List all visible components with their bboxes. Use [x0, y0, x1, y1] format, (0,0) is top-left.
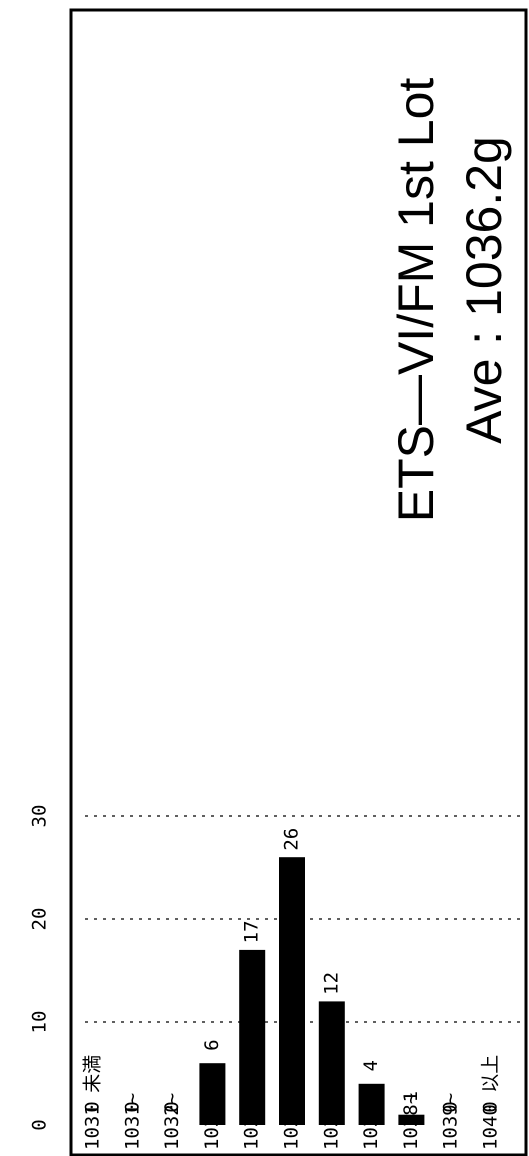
bars: [199, 857, 425, 1125]
category-label-10: 1040 以上: [480, 1055, 502, 1150]
data-label-10: 0: [480, 1101, 502, 1112]
bar-6: [318, 1001, 345, 1125]
category-label-2: 1032~: [161, 1093, 183, 1150]
tick-label-30: 30: [29, 805, 51, 828]
annotation-0: ETS—VI/FM 1st Lot: [388, 78, 444, 523]
data-label-6: 12: [320, 972, 342, 995]
bar-4: [239, 949, 266, 1125]
category-label-8: 1038~: [400, 1093, 422, 1150]
bar-7: [358, 1083, 385, 1125]
tick-label-10: 10: [29, 1011, 51, 1034]
data-label-1: 0: [121, 1101, 143, 1112]
bar-5: [279, 857, 305, 1125]
plot-frame: [69, 8, 528, 1156]
annotation-1: Ave : 1036.2g: [456, 136, 512, 444]
data-labels: 0 0 0 6 17 26 12 4 1 0 0: [82, 828, 502, 1113]
bar-3: [199, 1063, 226, 1125]
data-label-5: 26: [281, 828, 303, 851]
value-axis: 0 10 20 30: [29, 805, 51, 1131]
category-label-6: 1036~: [320, 1093, 342, 1150]
data-label-9: 0: [440, 1101, 462, 1112]
category-axis: 1031 未満 1031~ 1032~ 1033~ 1034~ 1035~ 1036~ 103…: [82, 1055, 502, 1150]
tick-label-20: 20: [29, 908, 51, 931]
category-label-9: 1039~: [440, 1093, 462, 1150]
data-label-0: 0: [82, 1101, 104, 1112]
bar-8: [398, 1114, 425, 1125]
data-label-3: 6: [201, 1039, 223, 1050]
category-label-3: 1033~: [201, 1093, 223, 1150]
annotations: ETS—VI/FM 1st Lot Ave : 1036.2g: [388, 78, 512, 523]
category-label-4: 1034~: [241, 1093, 263, 1150]
category-label-0: 1031 未満: [82, 1055, 104, 1150]
tick-label-0: 0: [29, 1119, 51, 1130]
data-label-8: 1: [400, 1091, 422, 1102]
category-label-5: 1035~: [281, 1093, 303, 1150]
category-label-7: 1037~: [360, 1093, 382, 1150]
data-label-4: 17: [241, 920, 263, 943]
data-label-2: 0: [161, 1101, 183, 1112]
data-label-7: 4: [360, 1060, 382, 1071]
category-label-1: 1031~: [121, 1093, 143, 1150]
